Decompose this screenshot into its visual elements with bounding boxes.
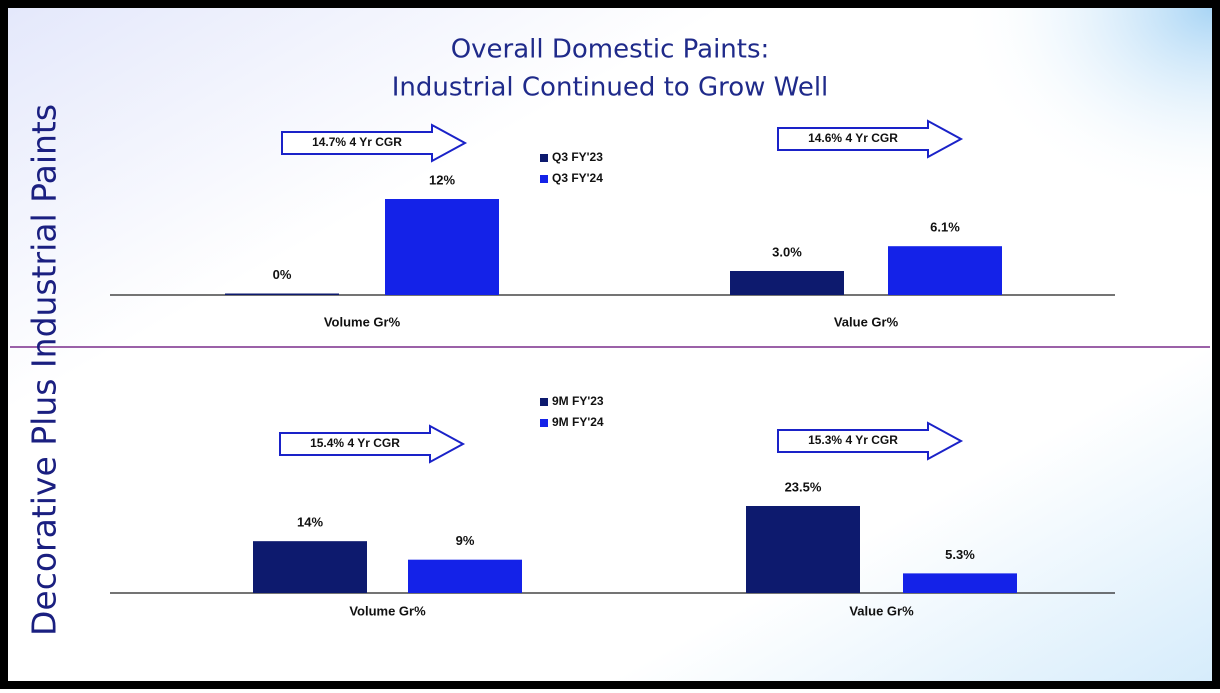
bar xyxy=(385,199,499,295)
subtitle: Industrial Continued to Grow Well xyxy=(392,73,829,103)
legend-label: 9M FY'24 xyxy=(552,415,604,429)
side-label: Decorative Plus Industrial Paints xyxy=(25,104,64,636)
legend-label: Q3 FY'24 xyxy=(552,171,603,185)
title: Overall Domestic Paints: xyxy=(451,35,770,65)
legend-swatch xyxy=(540,398,548,406)
legend-label: 9M FY'23 xyxy=(552,394,604,408)
value-label: 12% xyxy=(429,172,455,187)
value-label: 14% xyxy=(297,515,323,530)
cgr-label: 14.6% 4 Yr CGR xyxy=(808,131,898,145)
bar xyxy=(253,541,367,593)
bar xyxy=(746,506,860,593)
value-label: 3.0% xyxy=(772,244,802,259)
category-label: Value Gr% xyxy=(834,314,899,329)
bar xyxy=(408,560,522,593)
value-label: 6.1% xyxy=(930,220,960,235)
value-label: 9% xyxy=(456,533,475,548)
cgr-label: 15.3% 4 Yr CGR xyxy=(808,433,898,447)
category-label: Volume Gr% xyxy=(349,603,426,618)
legend-swatch xyxy=(540,419,548,427)
value-label: 0% xyxy=(273,267,292,282)
cgr-label: 15.4% 4 Yr CGR xyxy=(310,436,400,450)
slide: Overall Domestic Paints: Industrial Cont… xyxy=(0,0,1220,689)
bar xyxy=(903,573,1017,593)
decoration xyxy=(700,8,1212,408)
bar xyxy=(730,271,844,295)
legend-label: Q3 FY'23 xyxy=(552,150,603,164)
cgr-label: 14.7% 4 Yr CGR xyxy=(312,135,402,149)
legend-swatch xyxy=(540,154,548,162)
value-label: 5.3% xyxy=(945,547,975,562)
bar xyxy=(225,294,339,296)
category-label: Volume Gr% xyxy=(324,314,401,329)
value-label: 23.5% xyxy=(785,479,822,494)
category-label: Value Gr% xyxy=(849,603,914,618)
bar xyxy=(888,246,1002,295)
legend-swatch xyxy=(540,175,548,183)
